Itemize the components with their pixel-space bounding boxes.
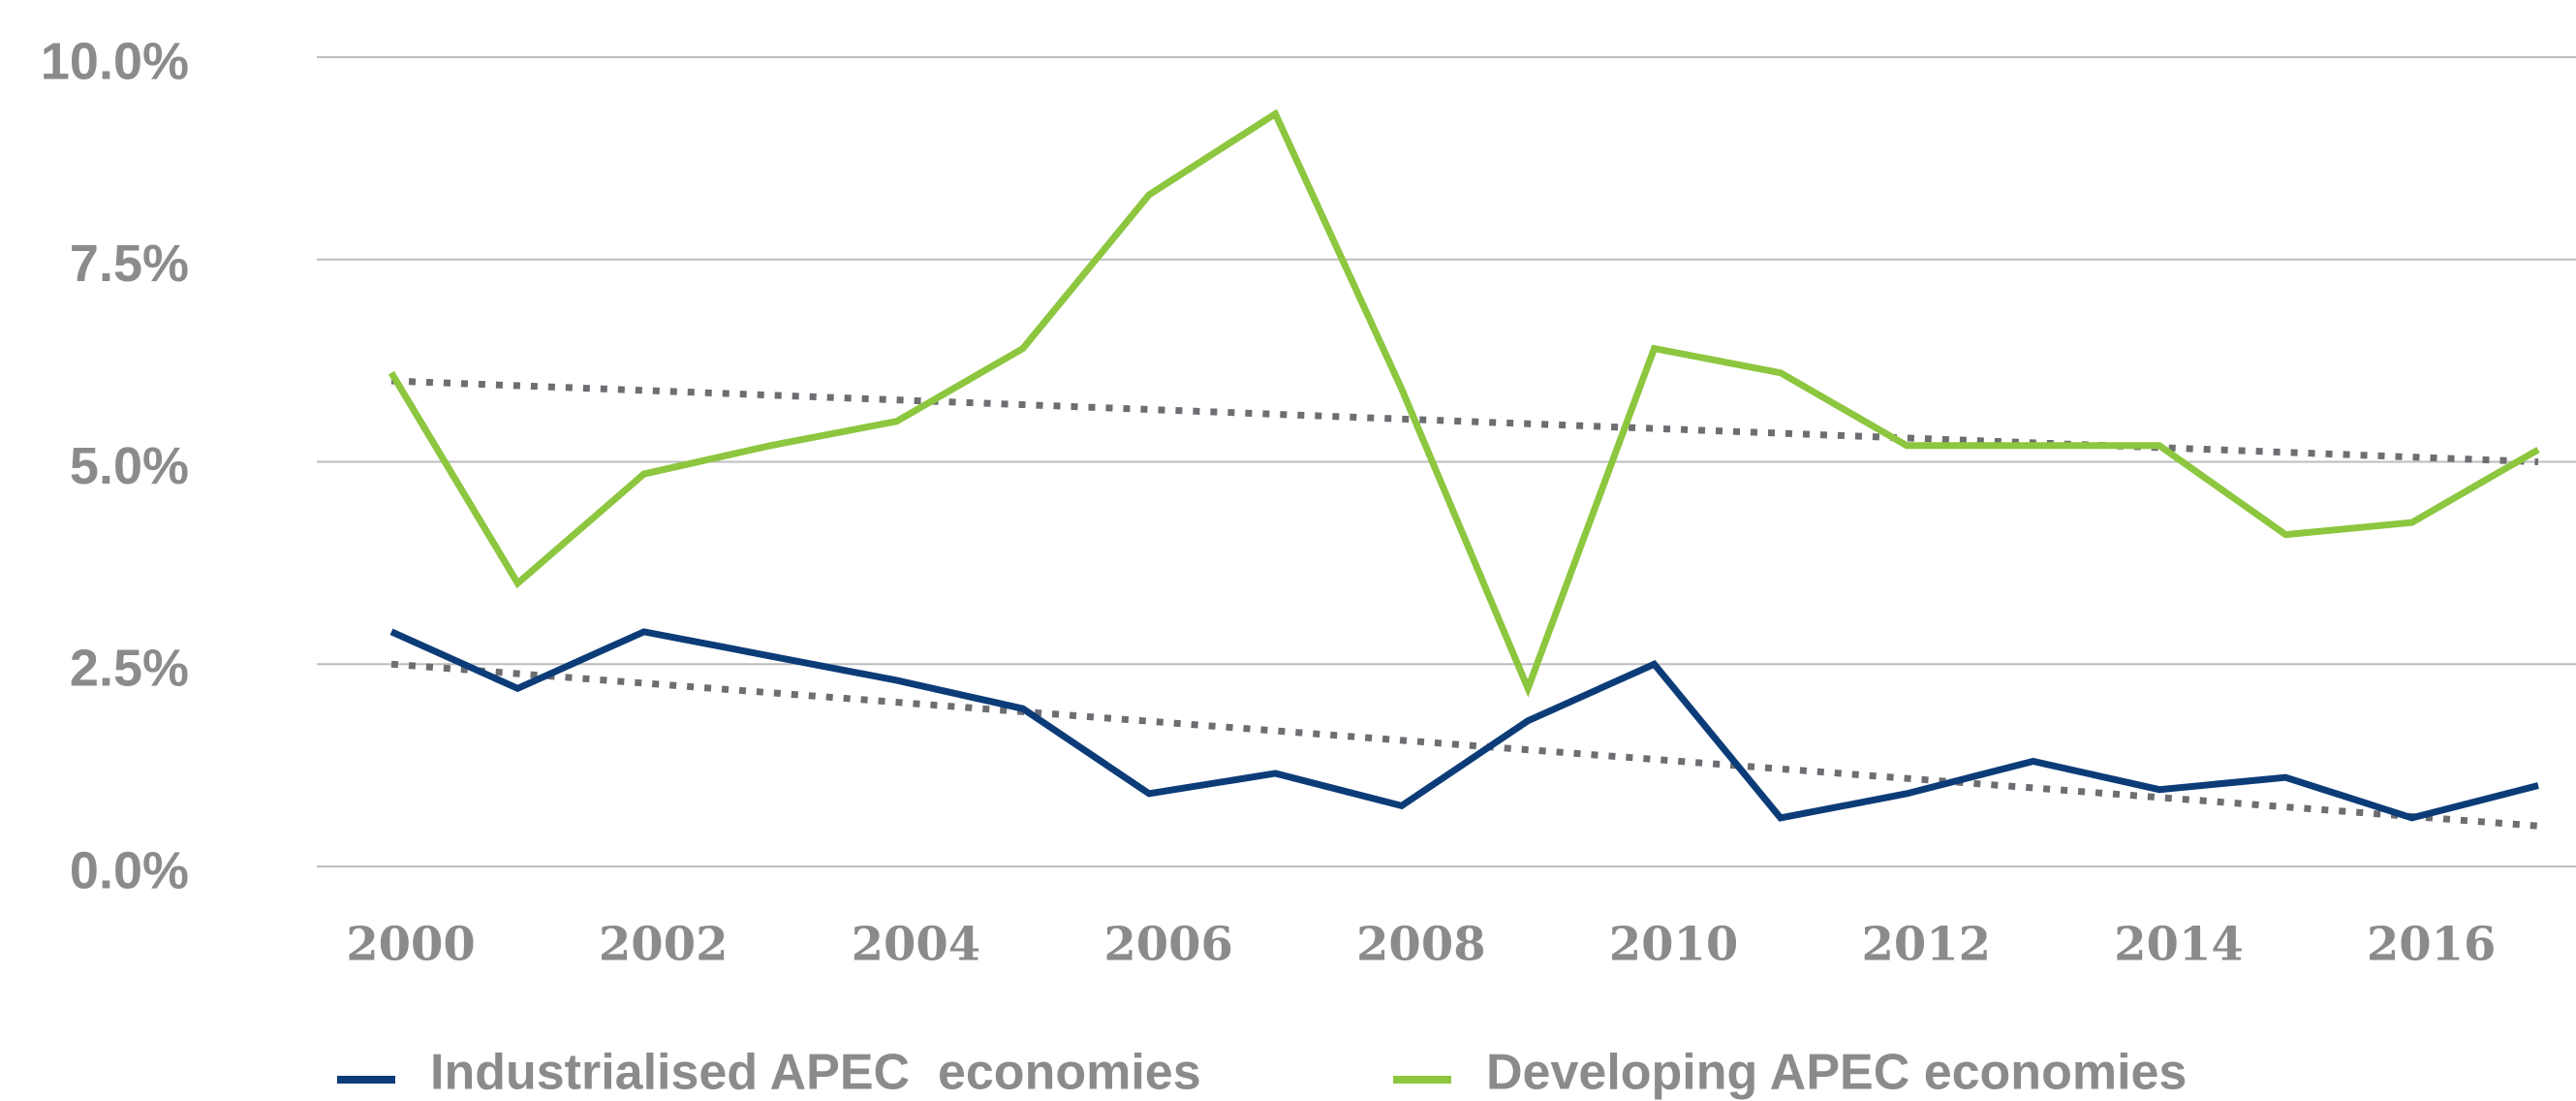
legend-label: Industrialised APEC economies bbox=[430, 1045, 1201, 1101]
trend-line bbox=[390, 377, 2539, 465]
x-tick-label: 2006 bbox=[1103, 918, 1233, 972]
x-tick-label: 2008 bbox=[1356, 918, 1486, 972]
x-tick-label: 2002 bbox=[599, 918, 729, 972]
x-tick-label: 2010 bbox=[1609, 918, 1739, 972]
x-tick-label: 2000 bbox=[346, 918, 476, 972]
y-tick-label: 5.0% bbox=[70, 437, 189, 495]
trend-line bbox=[390, 660, 2539, 830]
data-line bbox=[389, 628, 2539, 822]
x-tick-label: 2016 bbox=[2367, 918, 2497, 972]
data-line bbox=[388, 109, 2540, 698]
y-tick-label: 0.0% bbox=[70, 841, 189, 899]
legend-label: Developing APEC economies bbox=[1486, 1045, 2187, 1101]
y-tick-label: 2.5% bbox=[70, 640, 189, 698]
y-tick-label: 10.0% bbox=[41, 32, 189, 90]
y-tick-label: 7.5% bbox=[70, 235, 189, 293]
x-tick-label: 2012 bbox=[1861, 918, 1991, 972]
x-tick-label: 2004 bbox=[852, 918, 981, 972]
x-tick-label: 2014 bbox=[2114, 918, 2244, 972]
